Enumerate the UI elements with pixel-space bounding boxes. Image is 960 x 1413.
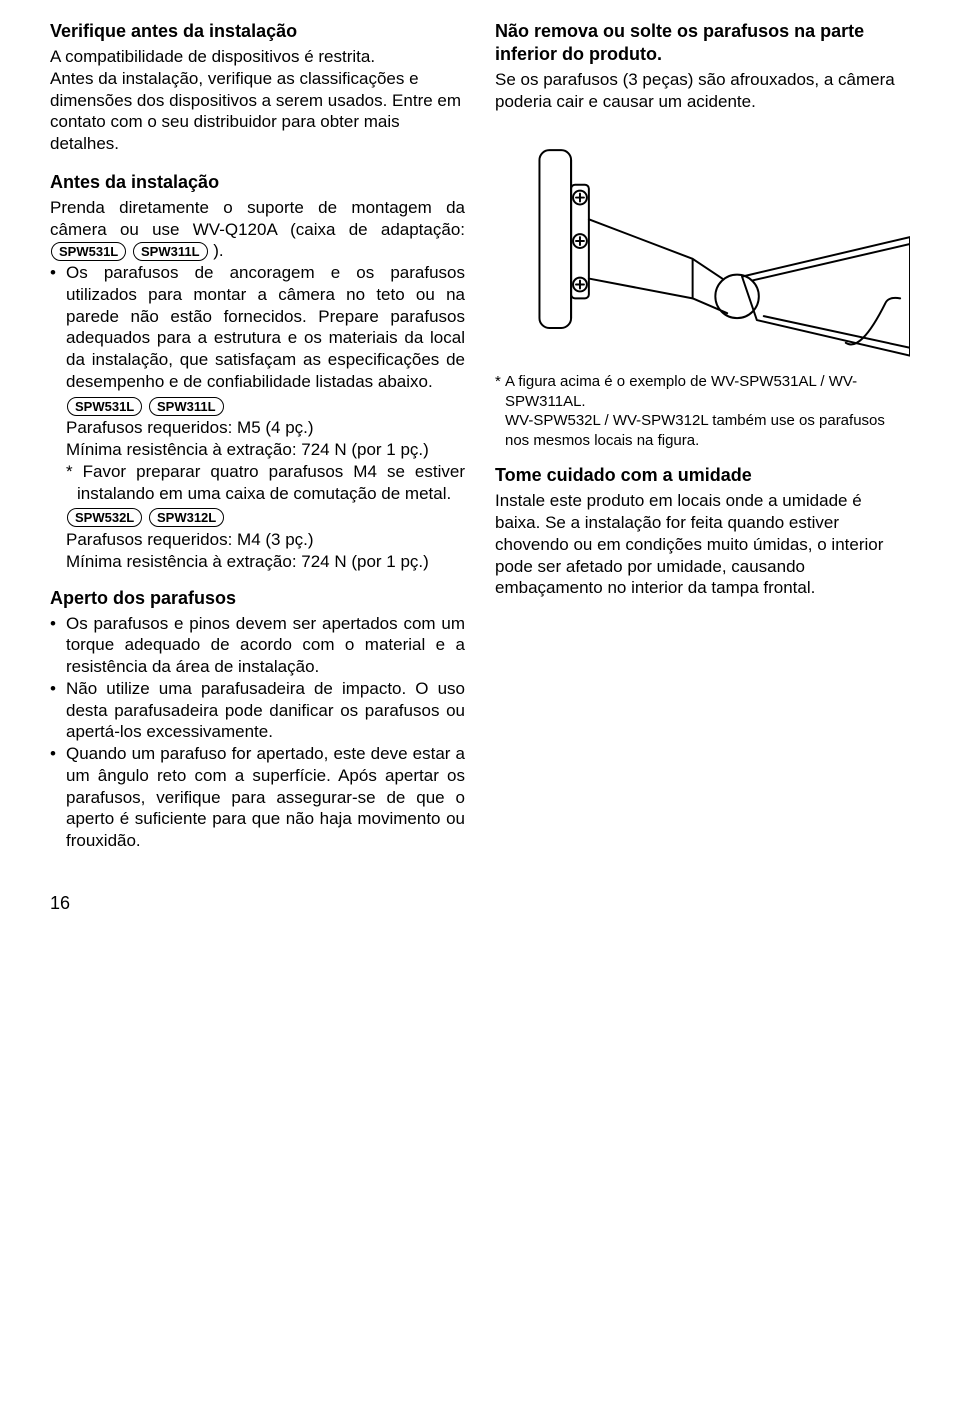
spec-text: Mínima resistência à extração: 724 N (po… bbox=[66, 551, 465, 573]
bullet-item: • Os parafusos de ancoragem e os parafu­… bbox=[50, 262, 465, 393]
spec-text: Parafusos requeridos: M5 (4 pç.) bbox=[66, 417, 465, 439]
section3-heading: Aperto dos parafusos bbox=[50, 587, 465, 610]
spec-note: * Favor preparar quatro parafusos M4 se … bbox=[66, 461, 465, 505]
badge-row: SPW532L SPW312L bbox=[66, 506, 465, 528]
bullet-dot: • bbox=[50, 262, 66, 393]
section2-intro: Prenda diretamente o suporte de montagem… bbox=[50, 197, 465, 262]
right-section1-para: Se os parafusos (3 peças) são afrouxados… bbox=[495, 69, 910, 113]
right-section1-heading: Não remova ou solte os parafusos na part… bbox=[495, 20, 910, 66]
section1-para-a: A compatibilidade de dispositivos é rest… bbox=[50, 46, 465, 68]
section2-intro-post: ). bbox=[209, 241, 224, 260]
bullet-dot: • bbox=[50, 613, 66, 678]
spec-text: Mínima resistência à extração: 724 N (po… bbox=[66, 439, 465, 461]
model-badge: SPW531L bbox=[67, 397, 142, 416]
model-badge: SPW311L bbox=[133, 242, 208, 261]
model-badge: SPW531L bbox=[51, 242, 126, 261]
bullet-text: Não utilize uma parafusadeira de impacto… bbox=[66, 678, 465, 743]
right-section2-heading: Tome cuidado com a umidade bbox=[495, 464, 910, 487]
badge-row: SPW531L SPW311L bbox=[66, 395, 465, 417]
bullet-item: • Não utilize uma parafusadeira de impac… bbox=[50, 678, 465, 743]
model-badge: SPW532L bbox=[67, 508, 142, 527]
section1-heading: Verifique antes da instalação bbox=[50, 20, 465, 43]
spec-text: Parafusos requeridos: M4 (3 pç.) bbox=[66, 529, 465, 551]
model-badge: SPW312L bbox=[149, 508, 224, 527]
page-number: 16 bbox=[50, 892, 910, 915]
bullet-dot: • bbox=[50, 678, 66, 743]
figure-caption-line2: WV-SPW532L / WV-SPW312L também use os pa… bbox=[495, 411, 910, 450]
bullet-item: • Quando um parafuso for apertado, este … bbox=[50, 743, 465, 852]
camera-diagram bbox=[495, 129, 910, 359]
section1-para-b: Antes da instalação, verifique as classi… bbox=[50, 68, 465, 155]
bullet-text: Os parafusos e pinos devem ser aperta­do… bbox=[66, 613, 465, 678]
model-badge: SPW311L bbox=[149, 397, 224, 416]
figure-caption-line1: * A figura acima é o exemplo de WV-SPW53… bbox=[495, 372, 910, 411]
section2-intro-pre: Prenda diretamente o suporte de montagem… bbox=[50, 198, 465, 239]
right-section2-para: Instale este produto em locais onde a um… bbox=[495, 490, 910, 599]
bullet-text: Quando um parafuso for apertado, este de… bbox=[66, 743, 465, 852]
bullet-text: Os parafusos de ancoragem e os parafu­so… bbox=[66, 262, 465, 393]
section2-heading: Antes da instalação bbox=[50, 171, 465, 194]
bullet-item: • Os parafusos e pinos devem ser aperta­… bbox=[50, 613, 465, 678]
bullet-dot: • bbox=[50, 743, 66, 852]
